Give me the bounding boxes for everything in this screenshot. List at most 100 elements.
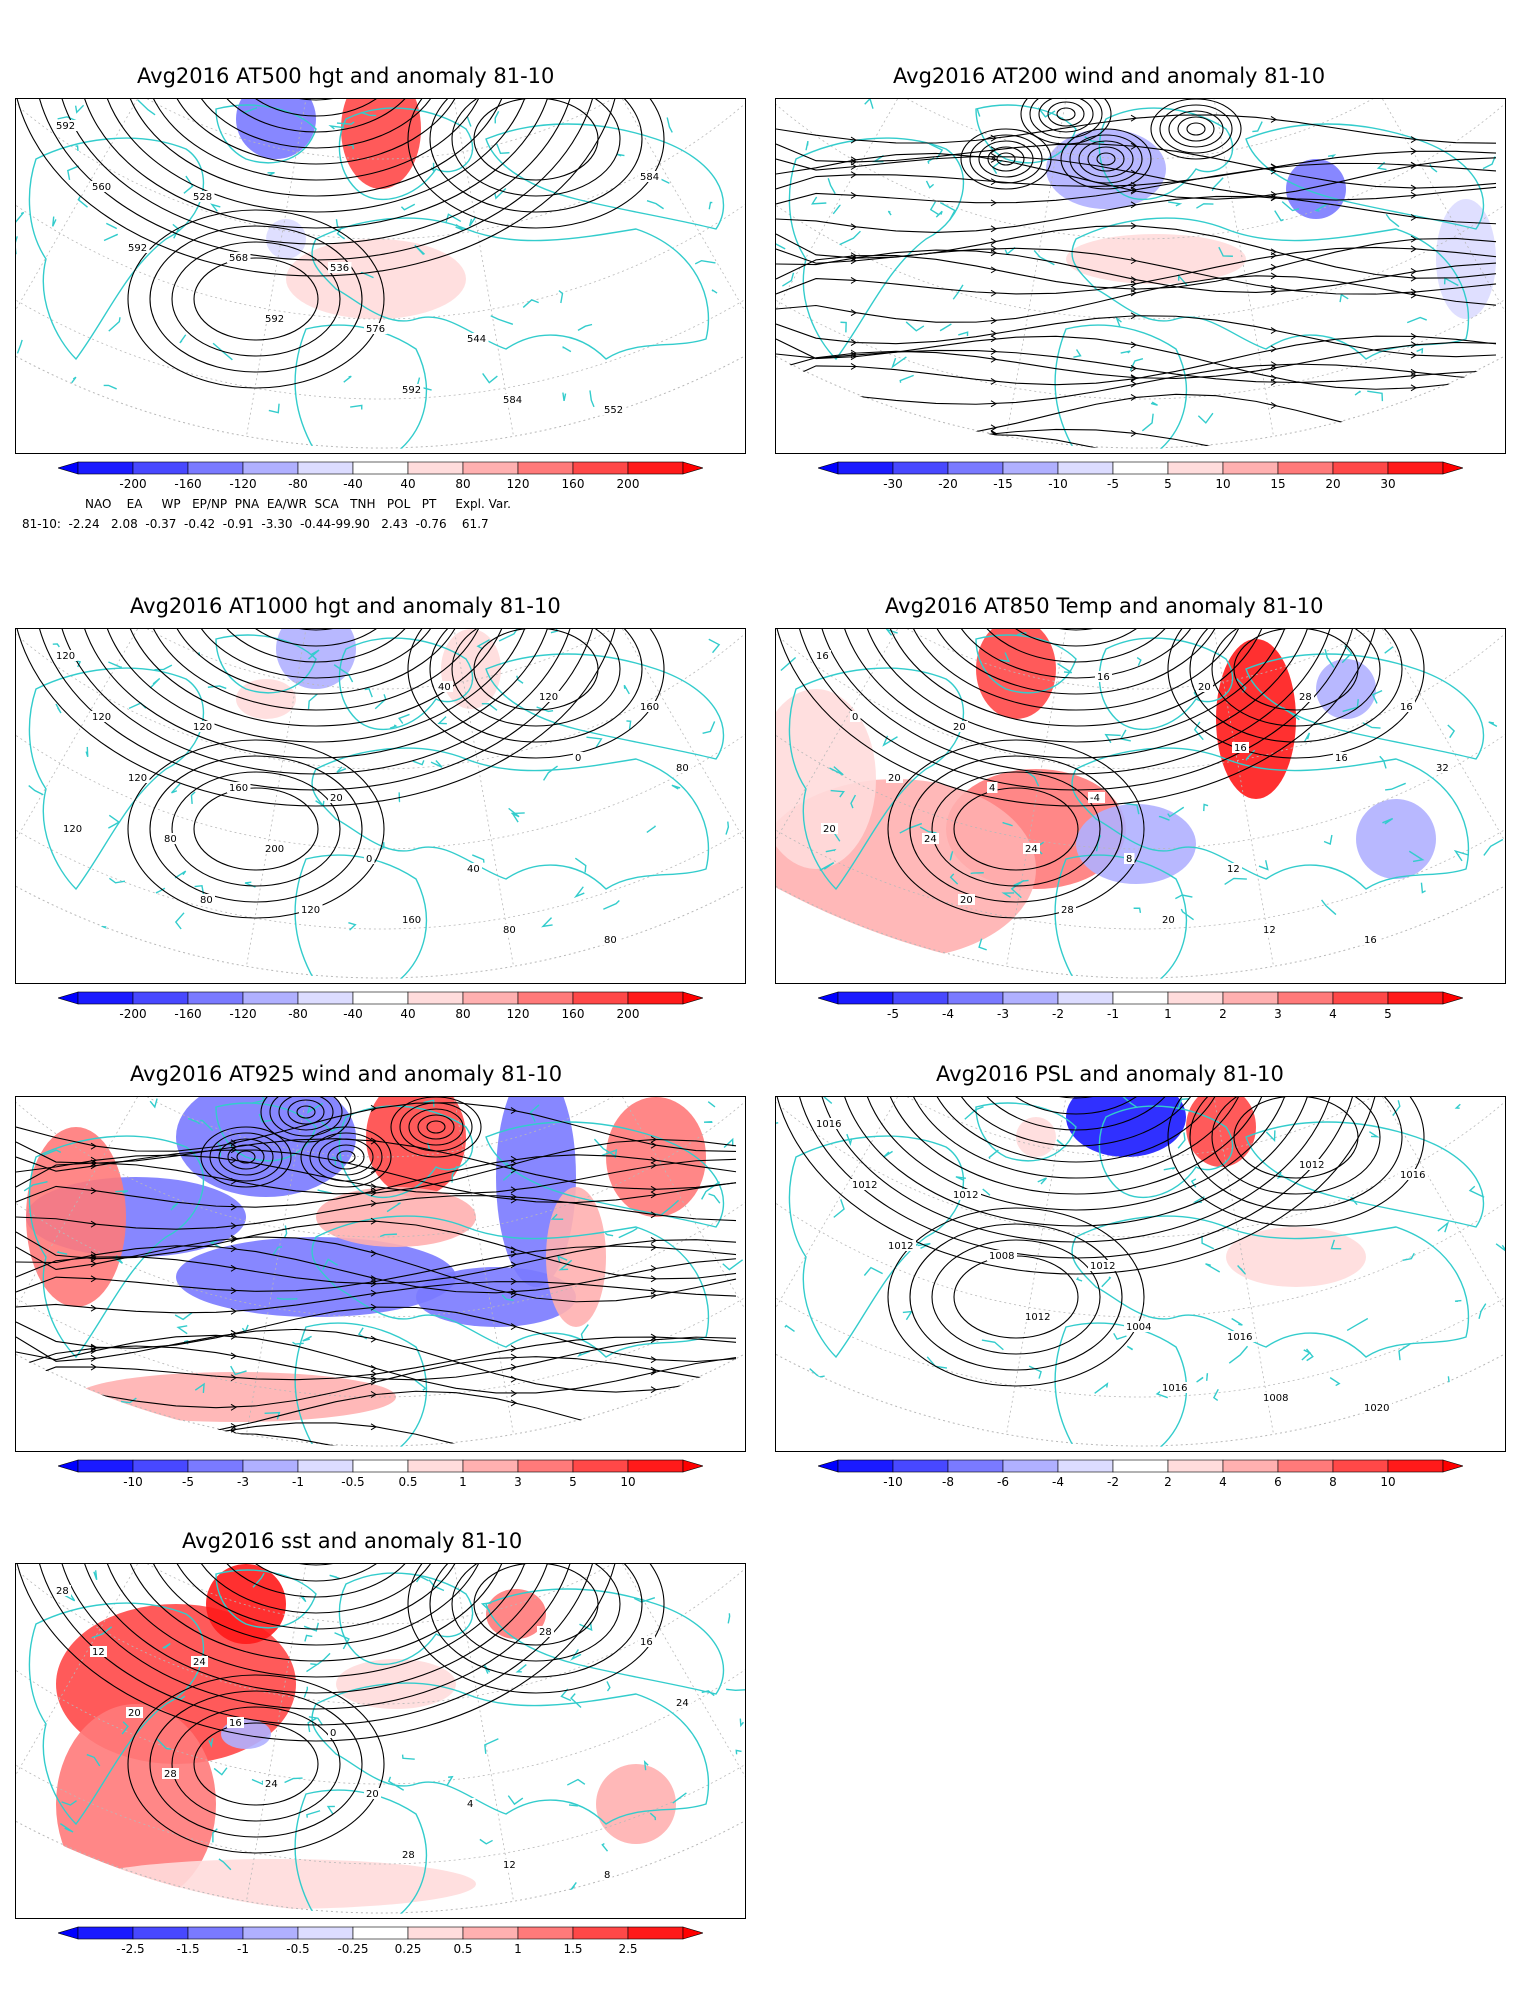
contour-label: 544 (467, 334, 486, 345)
colorbar-segment (517, 461, 574, 475)
contour-label: 32 (1436, 763, 1449, 774)
contour-label: 12 (503, 1860, 516, 1871)
colorbar-segment (297, 1459, 354, 1473)
colorbar-tick-label: -10 (123, 1475, 143, 1489)
contour-label: 1012 (888, 1241, 913, 1252)
contour-label: 0 (575, 753, 581, 764)
anomaly-region (276, 629, 356, 689)
anomaly-region (1226, 1227, 1366, 1287)
colorbar-segment (1002, 461, 1059, 475)
colorbar-min-arrow (58, 461, 79, 475)
anomaly-region (56, 1704, 216, 1904)
colorbar-tick-label: 2 (1219, 1007, 1227, 1021)
colorbar-segment (1167, 1459, 1224, 1473)
colorbar-tick-label: -80 (288, 1007, 308, 1021)
coastlines (19, 629, 734, 979)
anomaly-region (76, 1372, 396, 1422)
colorbar-segment (242, 1926, 299, 1940)
map-psl: 1016 1012 1012 1016 1020 1012 1008 1004 1008 1016… (775, 1096, 1506, 1452)
colorbar-segment (187, 991, 244, 1005)
colorbar-segment (572, 1926, 629, 1940)
graticule (16, 629, 745, 979)
colorbar-tick-label: 4 (1329, 1007, 1337, 1021)
colorbar-segment (462, 1926, 519, 1940)
colorbar-tick-label: 15 (1270, 477, 1285, 491)
contour-label: 120 (539, 692, 558, 703)
contour-label: 1016 (1227, 1332, 1252, 1343)
contour-label: 560 (92, 182, 111, 193)
panel-title: Avg2016 AT850 Temp and anomaly 81-10 (885, 594, 1324, 618)
colorbar-segment (297, 991, 354, 1005)
panel-psl: Avg2016 PSL and anomaly 81-10 1016 1012 10… (760, 1058, 1520, 1498)
contour-label: 536 (330, 263, 349, 274)
contour-label: 1016 (1400, 1170, 1425, 1181)
colorbar-tick-label: -120 (229, 477, 256, 491)
colorbar-at925: -10 -5 -3 -1 -0.5 0.5 1 3 5 10 (58, 1459, 703, 1489)
contour-label: 592 (402, 385, 421, 396)
colorbar-tick-label: 4 (1219, 1475, 1227, 1489)
contour-label: 28 (1299, 692, 1312, 703)
anomaly-region (546, 1187, 606, 1327)
contour-label: 0 (852, 712, 858, 723)
colorbar-tick-label: 0.5 (453, 1942, 472, 1956)
contour-label: 1008 (989, 1251, 1014, 1262)
colorbar-tick-label: -40 (343, 1007, 363, 1021)
colorbar-tick-label: -40 (343, 477, 363, 491)
colorbar-tick-label: -10 (1048, 477, 1068, 491)
colorbar-segment (187, 1926, 244, 1940)
colorbar-segment (1112, 991, 1169, 1005)
colorbar-tick-label: 0.5 (398, 1475, 417, 1489)
contour-lines (776, 1097, 1425, 1387)
contour-label: 20 (960, 895, 973, 906)
contour-label: 16 (1364, 935, 1377, 946)
colorbar-at1000: -200 -160 -120 -80 -40 40 80 120 160 200 (58, 991, 703, 1021)
colorbar-segment (1277, 1459, 1334, 1473)
colorbar-tick-label: -1 (237, 1942, 249, 1956)
colorbar-segment (187, 461, 244, 475)
colorbar-tick-label: -4 (1052, 1475, 1064, 1489)
contour-label: 20 (366, 1789, 379, 1800)
colorbar-segment (837, 1459, 894, 1473)
contour-label: 12 (1227, 864, 1240, 875)
panel-title: Avg2016 sst and anomaly 81-10 (182, 1529, 523, 1553)
contour-label: 160 (640, 702, 659, 713)
colorbar-segment (572, 461, 629, 475)
panel-title: Avg2016 AT1000 hgt and anomaly 81-10 (130, 594, 561, 618)
colorbar-tick-label: -160 (174, 1007, 201, 1021)
colorbar-tick-label: 120 (507, 1007, 530, 1021)
contour-lines (16, 629, 665, 919)
colorbar-segment (462, 461, 519, 475)
contour-lines (776, 629, 1425, 919)
colorbar-segment (1057, 991, 1114, 1005)
anomaly-region (206, 1564, 286, 1644)
colorbar-segment (1057, 1459, 1114, 1473)
colorbar-tick-label: -6 (997, 1475, 1009, 1489)
colorbar-tick-label: 2.5 (618, 1942, 637, 1956)
contour-label: 20 (823, 824, 836, 835)
map-at925 (15, 1096, 746, 1452)
coastlines (780, 629, 1504, 979)
colorbar-tick-label: -2 (1052, 1007, 1064, 1021)
colorbar-segment (947, 461, 1004, 475)
colorbar-segment (352, 991, 409, 1005)
colorbar-tick-label: 1.5 (563, 1942, 582, 1956)
colorbar-segment (1387, 461, 1444, 475)
colorbar-max-arrow (682, 1926, 703, 1940)
colorbar-segment (407, 1459, 464, 1473)
colorbar-tick-label: -1.5 (176, 1942, 199, 1956)
contour-label: 584 (640, 172, 659, 183)
contour-label: 24 (924, 834, 937, 845)
contour-label: 80 (503, 925, 516, 936)
colorbar-tick-label: -5 (887, 1007, 899, 1021)
colorbar-segment (947, 1459, 1004, 1473)
contour-label: 40 (438, 682, 451, 693)
contour-label: 80 (676, 763, 689, 774)
panel-title: Avg2016 AT500 hgt and anomaly 81-10 (137, 64, 555, 88)
panel-at500: Avg2016 AT500 hgt and anomaly 81-10 592 5… (0, 0, 760, 540)
colorbar-tick-label: -0.5 (286, 1942, 309, 1956)
contour-label: 1004 (1126, 1322, 1151, 1333)
colorbar-tick-label: 10 (1215, 477, 1230, 491)
colorbar-tick-label: -3 (997, 1007, 1009, 1021)
coastlines (28, 1569, 745, 1914)
colorbar-segment (572, 991, 629, 1005)
